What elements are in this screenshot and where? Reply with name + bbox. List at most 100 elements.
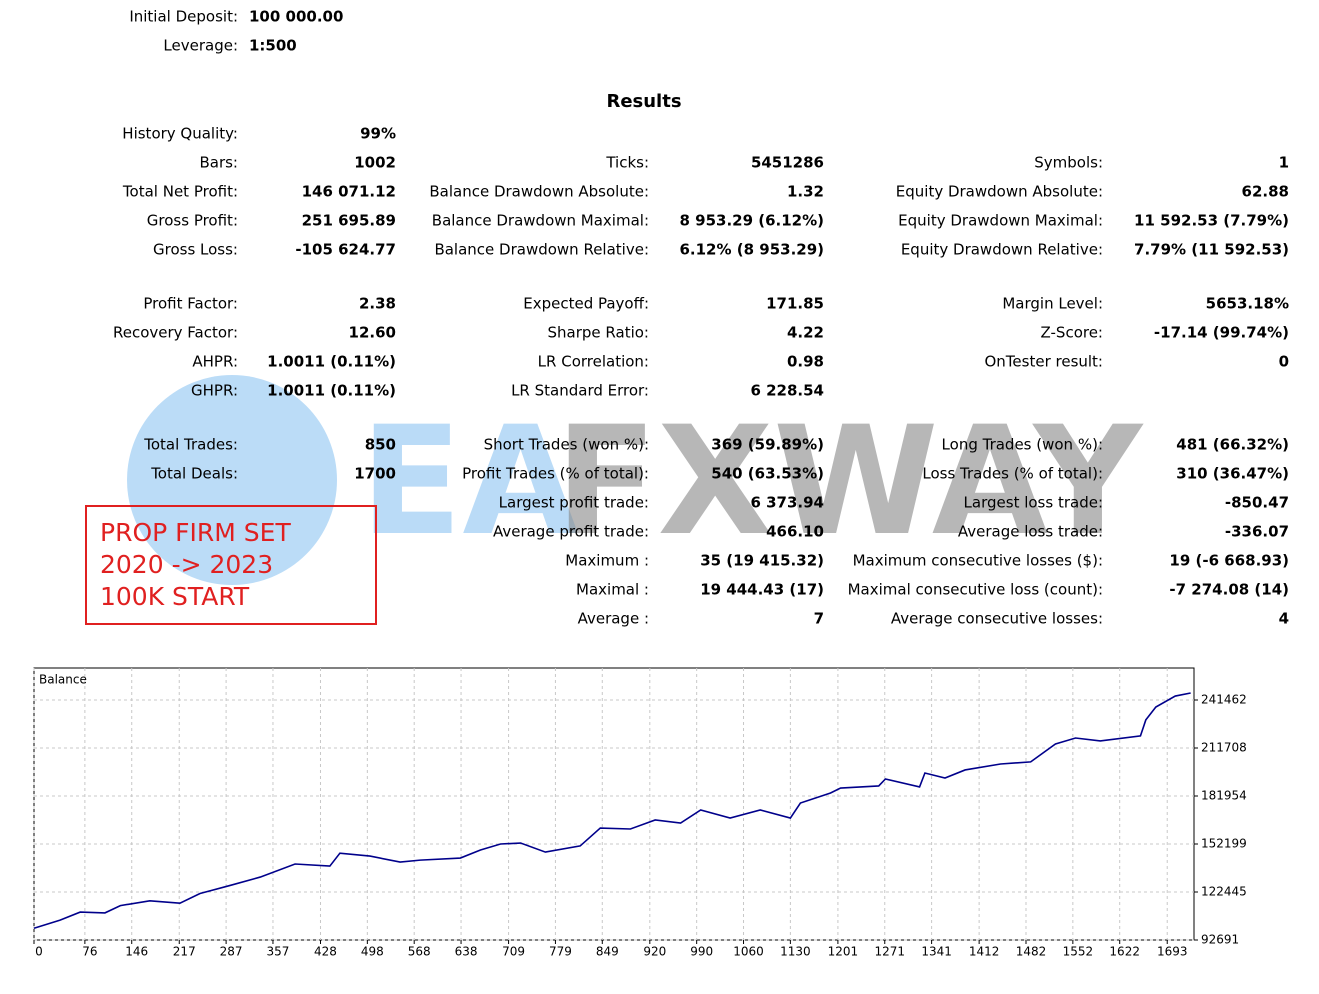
watermark-logo [127, 375, 337, 585]
field-value: 1 [1279, 154, 1289, 172]
annotation-box [85, 505, 377, 625]
field-value: 1700 [354, 465, 396, 483]
field-value: 310 (36.47%) [1176, 465, 1289, 483]
x-tick-label: 990 [690, 945, 713, 959]
x-tick-label: 638 [455, 945, 478, 959]
field-value: 4.22 [787, 324, 824, 342]
x-tick-label: 709 [502, 945, 525, 959]
field-label: Largest loss trade: [964, 494, 1103, 512]
x-tick-label: 1130 [780, 945, 811, 959]
field-value: 251 695.89 [302, 212, 396, 230]
field-label: Leverage: [163, 37, 238, 55]
field-label: History Quality: [122, 125, 238, 143]
field-value: 6 373.94 [750, 494, 824, 512]
x-tick-label: 287 [220, 945, 243, 959]
x-tick-label: 920 [643, 945, 666, 959]
field-label: Total Trades: [143, 436, 238, 454]
field-label: LR Correlation: [538, 353, 649, 371]
x-tick-label: 428 [314, 945, 337, 959]
field-value: 5451286 [751, 154, 824, 172]
field-value: 1.0011 (0.11%) [267, 353, 396, 371]
field-value: 99% [360, 125, 396, 143]
field-value: 850 [365, 436, 396, 454]
x-tick-label: 1060 [733, 945, 764, 959]
field-label: Maximal consecutive loss (count): [848, 581, 1103, 599]
field-label: Balance Drawdown Relative: [434, 241, 649, 259]
x-tick-label: 498 [361, 945, 384, 959]
field-label: Z-Score: [1041, 324, 1104, 342]
field-value: 7 [814, 610, 824, 628]
field-label: Total Net Profit: [122, 183, 238, 201]
x-tick-label: 1693 [1157, 945, 1188, 959]
field-value: 35 (19 415.32) [700, 552, 824, 570]
field-label: Gross Loss: [153, 241, 238, 259]
y-tick-label: 211708 [1201, 740, 1247, 754]
field-label: Largest profit trade: [499, 494, 649, 512]
field-value: 19 (-6 668.93) [1169, 552, 1289, 570]
x-tick-label: 1412 [969, 945, 1000, 959]
field-value: -7 274.08 (14) [1169, 581, 1289, 599]
field-label: Average consecutive losses: [891, 610, 1103, 628]
field-value: 7.79% (11 592.53) [1134, 241, 1289, 259]
x-tick-label: 1201 [828, 945, 859, 959]
field-value: 146 071.12 [302, 183, 396, 201]
field-value: 369 (59.89%) [711, 436, 824, 454]
x-tick-label: 76 [82, 945, 97, 959]
x-tick-label: 849 [596, 945, 619, 959]
field-label: Symbols: [1034, 154, 1103, 172]
annotation-text: 100K START [100, 582, 250, 611]
field-label: Recovery Factor: [113, 324, 238, 342]
x-tick-label: 1552 [1063, 945, 1094, 959]
y-tick-label: 241462 [1201, 692, 1247, 706]
field-value: 8 953.29 (6.12%) [679, 212, 824, 230]
x-tick-label: 1341 [921, 945, 952, 959]
x-tick-label: 217 [173, 945, 196, 959]
field-value: 6 228.54 [750, 382, 824, 400]
balance-line [33, 692, 1191, 929]
field-label: Equity Drawdown Relative: [901, 241, 1103, 259]
field-label: Gross Profit: [147, 212, 238, 230]
x-tick-label: 146 [125, 945, 148, 959]
watermark: EA [360, 395, 579, 569]
field-value: 4 [1279, 610, 1289, 628]
field-value: 1.32 [787, 183, 824, 201]
field-label: Equity Drawdown Maximal: [898, 212, 1103, 230]
field-label: Balance Drawdown Maximal: [432, 212, 649, 230]
field-label: Profit Trades (% of total): [462, 465, 649, 483]
field-label: Short Trades (won %): [484, 436, 649, 454]
field-value: 2.38 [359, 295, 396, 313]
field-label: Average profit trade: [493, 523, 649, 541]
y-tick-label: 152199 [1201, 837, 1247, 851]
field-value: 1.0011 (0.11%) [267, 382, 396, 400]
field-value: 11 592.53 (7.79%) [1134, 212, 1289, 230]
results-title: Results [606, 91, 681, 112]
annotation-text: PROP FIRM SET [100, 518, 291, 547]
field-value: 0.98 [787, 353, 824, 371]
x-tick-label: 1482 [1016, 945, 1047, 959]
field-value: 481 (66.32%) [1176, 436, 1289, 454]
field-value: 19 444.43 (17) [700, 581, 824, 599]
field-value: 1002 [354, 154, 396, 172]
field-label: Equity Drawdown Absolute: [896, 183, 1103, 201]
field-value: 466.10 [766, 523, 824, 541]
field-label: Total Deals: [150, 465, 238, 483]
field-label: Loss Trades (% of total): [922, 465, 1103, 483]
field-label: Average : [578, 610, 649, 628]
field-label: Long Trades (won %): [942, 436, 1103, 454]
x-tick-label: 1271 [874, 945, 905, 959]
x-tick-label: 568 [408, 945, 431, 959]
field-value: 6.12% (8 953.29) [679, 241, 824, 259]
y-tick-label: 181954 [1201, 788, 1247, 802]
plot-frame [33, 667, 1195, 941]
field-value: 5653.18% [1206, 295, 1289, 313]
x-tick-label: 1622 [1109, 945, 1140, 959]
field-label: Maximum consecutive losses ($): [853, 552, 1103, 570]
field-value: 0 [1279, 353, 1289, 371]
field-label: GHPR: [191, 382, 238, 400]
x-tick-label: 357 [267, 945, 290, 959]
y-tick-label: 92691 [1201, 933, 1239, 947]
field-label: LR Standard Error: [511, 382, 649, 400]
field-label: Average loss trade: [958, 523, 1103, 541]
